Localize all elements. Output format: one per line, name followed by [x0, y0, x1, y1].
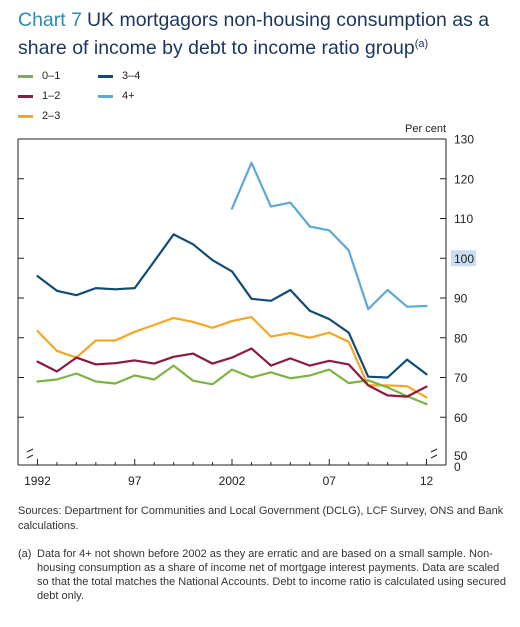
x-tick-label-07: 07 [323, 474, 337, 488]
y-tick-label-130: 130 [454, 133, 474, 147]
unit-label: Per cent [405, 123, 446, 135]
x-tick-label-2002: 2002 [219, 474, 246, 488]
y-tick-label-70: 70 [454, 371, 468, 385]
y-tick-label-90: 90 [454, 292, 468, 306]
x-tick-label-12: 12 [420, 474, 434, 488]
y-tick-label-100: 100 [454, 252, 474, 266]
series-line-4-plus [232, 163, 427, 309]
x-tick-label-97: 97 [128, 474, 142, 488]
footnote-text: Data for 4+ not shown before 2002 as the… [37, 547, 506, 603]
y-tick-label-120: 120 [454, 172, 474, 186]
x-tick-label-1992: 1992 [24, 474, 51, 488]
footnote-marker: (a) [18, 547, 31, 561]
sources-note: Sources: Department for Communities and … [18, 504, 506, 534]
footnote: (a) Data for 4+ not shown before 2002 as… [18, 547, 506, 603]
series-line-1-2 [38, 349, 427, 397]
y-tick-label-80: 80 [454, 331, 468, 345]
y-tick-label-0: 0 [454, 460, 461, 474]
y-tick-label-60: 60 [454, 411, 468, 425]
y-tick-label-110: 110 [454, 212, 473, 226]
